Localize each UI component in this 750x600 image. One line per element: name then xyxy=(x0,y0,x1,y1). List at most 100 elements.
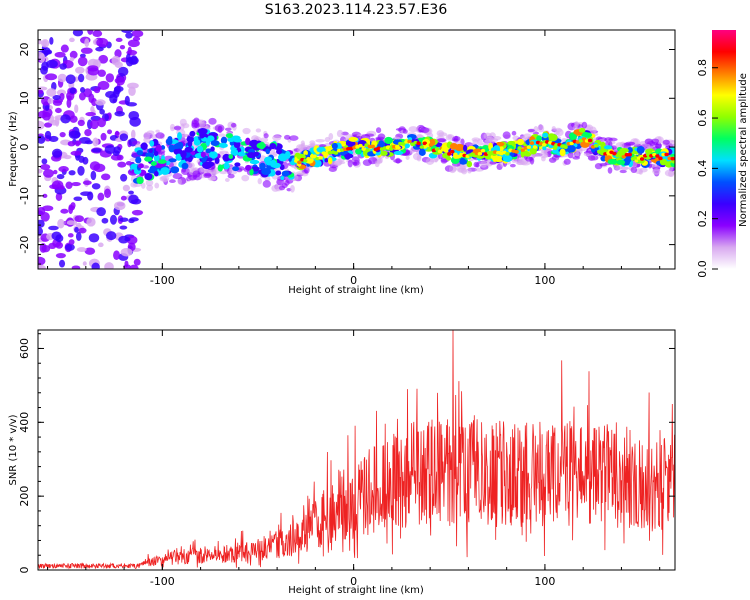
spectrogram-ridge-blob xyxy=(170,166,180,174)
spectrogram-x-ticks: -100 0 100 xyxy=(47,30,661,287)
spectrogram-noise-blob xyxy=(67,140,76,147)
spectrogram-halo-blob xyxy=(375,127,382,134)
spectrogram-halo-blob xyxy=(272,135,282,141)
spectrogram-ridge-blob xyxy=(627,147,633,154)
spectrogram-ridge-blob xyxy=(245,137,251,146)
spectrogram-halo-blob xyxy=(204,173,212,177)
spectrogram-halo-blob xyxy=(208,117,217,125)
spectrogram-ridge-blob xyxy=(664,160,674,168)
spectrogram-halo-blob xyxy=(615,142,625,149)
spectrogram-noise-blob xyxy=(92,137,99,147)
spectrogram-halo-blob xyxy=(263,133,269,139)
spectrogram-ridge-blob xyxy=(173,148,183,156)
spectrogram-peak-blob xyxy=(333,151,339,155)
spectrogram-noise-blob xyxy=(128,86,136,96)
spectrogram-noise-blob xyxy=(41,61,49,71)
spectrogram-noise-blob xyxy=(65,74,76,85)
spectrogram-ridge-blob xyxy=(210,140,220,146)
spectrogram-y-ticks: -20 -10 0 10 20 xyxy=(18,29,675,265)
spectrogram-ridge-blob xyxy=(566,144,576,153)
spectrogram-halo-blob xyxy=(146,130,155,135)
spectrogram-noise-blob xyxy=(124,95,130,106)
spectrogram-ridge-blob xyxy=(205,148,212,154)
spectrogram-halo-blob xyxy=(555,128,564,137)
spectrogram-halo-blob xyxy=(516,160,525,166)
snr-y-tick-label: 600 xyxy=(18,338,31,359)
spectrogram-noise-blob xyxy=(66,220,76,226)
spectrogram-peak-blob xyxy=(505,152,510,156)
spectrogram-noise-blob xyxy=(125,160,133,166)
snr-x-tick-label: -100 xyxy=(150,575,175,588)
spectrogram-noise-blob xyxy=(51,82,57,91)
spectrogram-noise-blob xyxy=(77,119,85,127)
spectrogram-ridge-blob xyxy=(230,148,239,157)
snr-series-line xyxy=(38,330,675,570)
spectrogram-heatmap xyxy=(38,30,675,269)
spectrogram-noise-blob xyxy=(48,242,57,250)
spectrogram-ridge-blob xyxy=(275,170,282,176)
spectrogram-noise-blob xyxy=(75,222,82,228)
spectrogram-ridge-blob xyxy=(331,142,338,150)
spectrogram-halo-blob xyxy=(257,177,262,185)
spectrogram-ridge-blob xyxy=(175,153,182,161)
spectrogram-noise-blob xyxy=(66,98,72,109)
spectrogram-noise-blob xyxy=(114,131,120,136)
spectrogram-ridge-blob xyxy=(150,161,157,166)
spectrogram-x-label: Height of straight line (km) xyxy=(288,285,424,296)
spectrogram-halo-blob xyxy=(328,166,337,172)
spectrogram-halo-blob xyxy=(405,155,410,160)
snr-y-tick-label: 200 xyxy=(18,486,31,507)
spectrogram-noise-blob xyxy=(40,211,50,222)
spectrogram-halo-blob xyxy=(179,133,190,137)
spectrogram-halo-blob xyxy=(162,177,168,183)
spectrogram-ridge-blob xyxy=(261,168,271,175)
spectrogram-halo-blob xyxy=(173,125,182,131)
spectrogram-ridge-blob xyxy=(232,166,240,172)
spectrogram-peak-blob xyxy=(612,151,617,156)
spectrogram-ridge-blob xyxy=(636,145,645,154)
spectrogram-peak-blob xyxy=(615,154,620,158)
chart-title: S163.2023.114.23.57.E36 xyxy=(265,2,448,18)
spectrogram-noise-blob xyxy=(131,209,144,216)
spectrogram-halo-blob xyxy=(155,129,160,133)
snr-y-tick-label: 400 xyxy=(18,412,31,433)
spectrogram-ridge-blob xyxy=(536,135,542,142)
spectrogram-noise-blob xyxy=(68,130,81,140)
spectrogram-noise-blob xyxy=(49,37,54,45)
spectrogram-halo-blob xyxy=(214,124,225,132)
spectrogram-noise-blob xyxy=(119,133,129,142)
spectrogram-halo-blob xyxy=(301,142,306,151)
spectrogram-halo-blob xyxy=(339,161,346,165)
spectrogram-noise-blob xyxy=(65,181,73,189)
spectrogram-noise-blob xyxy=(117,161,127,168)
spectrogram-peak-blob xyxy=(514,149,519,154)
spectrogram-halo-blob xyxy=(262,180,271,188)
spectrogram-noise-blob xyxy=(60,114,71,124)
spectrogram-noise-blob xyxy=(104,262,114,269)
spectrogram-ridge-blob xyxy=(529,147,537,155)
spectrogram-halo-blob xyxy=(336,129,344,138)
spectrogram-peak-blob xyxy=(419,145,424,149)
spectrogram-noise-blob xyxy=(54,107,62,114)
spectrogram-halo-blob xyxy=(599,162,608,167)
spectrogram-ridge-blob xyxy=(278,153,288,162)
spectrogram-peak-blob xyxy=(370,144,375,149)
spectrogram-noise-blob xyxy=(82,180,92,186)
spectrogram-halo-blob xyxy=(481,142,491,147)
spectrogram-noise-blob xyxy=(77,73,85,83)
spectrogram-halo-blob xyxy=(242,127,251,135)
spectrogram-peak-blob xyxy=(627,152,633,157)
spectrogram-ridge-blob xyxy=(269,143,277,150)
spectrogram-peak-blob xyxy=(532,145,538,149)
spectrogram-halo-blob xyxy=(290,185,295,193)
spectrogram-noise-blob xyxy=(73,196,83,202)
spectrogram-ridge-blob xyxy=(172,144,181,149)
spectrogram-noise-blob xyxy=(84,38,90,48)
spectrogram-peak-blob xyxy=(480,148,486,153)
spectrogram-ridge-blob xyxy=(144,156,153,162)
spectrogram-ridge-blob xyxy=(234,162,241,167)
spectrogram-noise-blob xyxy=(110,154,122,161)
spectrogram-halo-blob xyxy=(224,127,232,132)
spectrogram-ridge-blob xyxy=(210,146,215,152)
